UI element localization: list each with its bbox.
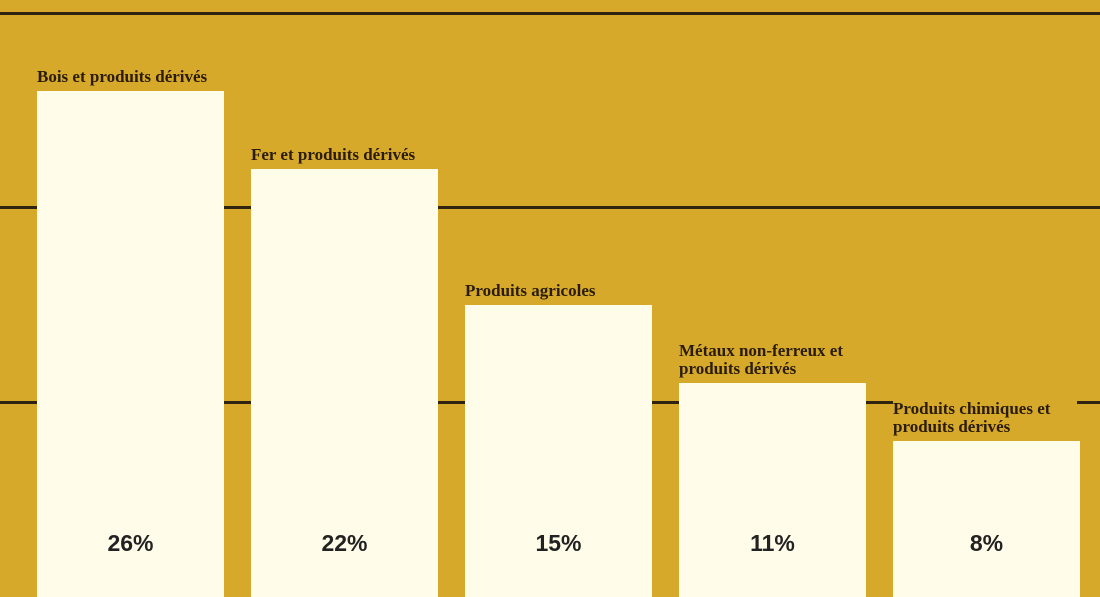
category-label: Bois et produits dérivés <box>37 67 221 86</box>
bar <box>465 305 652 597</box>
category-label: Produits chimiques et produits dérivés <box>893 400 1077 437</box>
value-label: 8% <box>969 530 1004 556</box>
bar <box>893 441 1080 597</box>
grid-line <box>0 206 1100 210</box>
value-label: 26% <box>107 530 154 556</box>
grid-line <box>0 11 1100 15</box>
category-label: Fer et produits dérivés <box>251 145 435 164</box>
bar <box>679 382 866 597</box>
value-label: 15% <box>535 530 582 556</box>
bar <box>37 90 224 597</box>
value-label: 22% <box>321 530 368 556</box>
bar <box>251 168 438 597</box>
value-label: 11% <box>750 530 795 556</box>
category-label: Produits agricoles <box>465 282 649 300</box>
category-label: Métaux non-ferreux et produits dérivés <box>679 341 883 378</box>
